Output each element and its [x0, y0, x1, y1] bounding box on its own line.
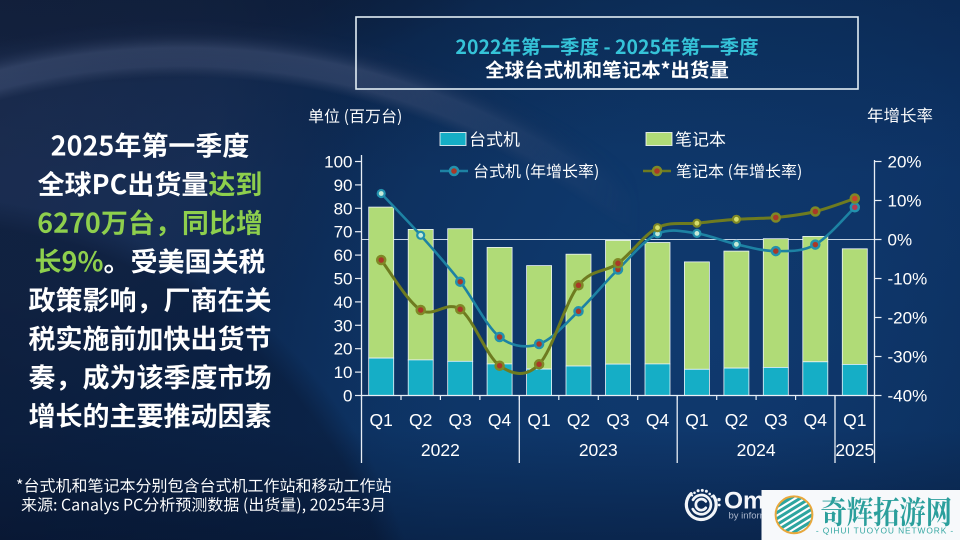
svg-text:20%: 20% [888, 153, 922, 172]
svg-text:90: 90 [334, 176, 353, 195]
svg-text:Q2: Q2 [409, 410, 432, 430]
svg-text:2024: 2024 [737, 440, 776, 460]
svg-text:Q1: Q1 [685, 410, 708, 430]
svg-text:40: 40 [334, 293, 353, 312]
svg-text:Q1: Q1 [843, 410, 866, 430]
svg-text:60: 60 [334, 246, 353, 265]
svg-text:80: 80 [334, 199, 353, 218]
svg-text:Q4: Q4 [646, 410, 670, 430]
svg-text:Q4: Q4 [488, 410, 512, 430]
svg-text:70: 70 [334, 223, 353, 242]
svg-text:Q3: Q3 [764, 410, 787, 430]
svg-text:-40%: -40% [888, 387, 928, 406]
svg-text:-30%: -30% [888, 348, 928, 367]
svg-text:2022: 2022 [421, 440, 460, 460]
svg-text:Q2: Q2 [725, 410, 748, 430]
svg-text:50: 50 [334, 270, 353, 289]
svg-text:by informa tech: by informa tech [729, 511, 794, 522]
svg-text:- QIHUI TUOYOU NETWORK -: - QIHUI TUOYOU NETWORK - [816, 526, 954, 536]
svg-text:20: 20 [334, 340, 353, 359]
svg-text:100: 100 [324, 153, 352, 172]
svg-text:-10%: -10% [888, 270, 928, 289]
svg-text:Q2: Q2 [567, 410, 590, 430]
svg-text:Q4: Q4 [804, 410, 828, 430]
svg-text:Q3: Q3 [606, 410, 629, 430]
svg-text:0%: 0% [888, 231, 913, 250]
svg-text:10%: 10% [888, 192, 922, 211]
svg-text:Q1: Q1 [527, 410, 550, 430]
svg-text:10: 10 [334, 363, 353, 382]
svg-text:30: 30 [334, 316, 353, 335]
svg-text:0: 0 [343, 387, 352, 406]
svg-text:-20%: -20% [888, 309, 928, 328]
svg-text:Q3: Q3 [449, 410, 472, 430]
svg-text:2025: 2025 [835, 440, 874, 460]
svg-text:Q1: Q1 [370, 410, 393, 430]
svg-text:2023: 2023 [579, 440, 618, 460]
